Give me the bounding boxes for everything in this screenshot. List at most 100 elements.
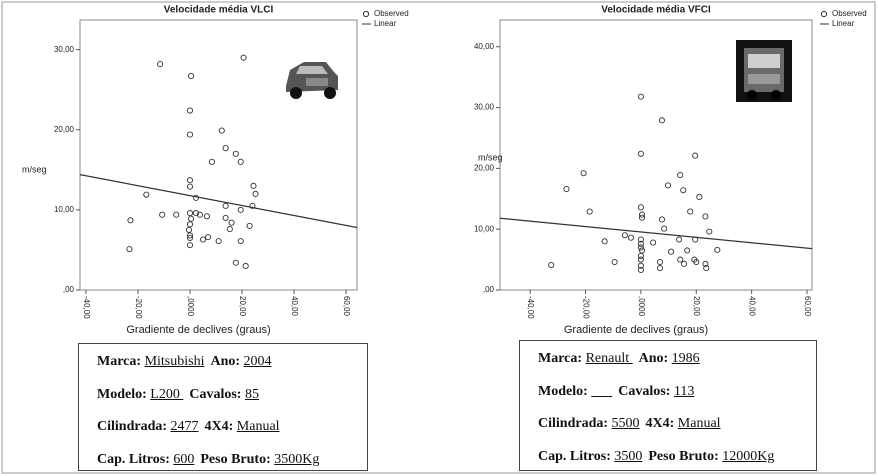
observed-point xyxy=(681,261,686,266)
observed-point xyxy=(187,210,192,215)
spec-label: 4X4: xyxy=(205,419,234,434)
observed-point xyxy=(227,227,232,232)
observed-point xyxy=(186,227,191,232)
spec-value: L200 xyxy=(150,387,183,402)
spec-value: 1986 xyxy=(672,351,700,366)
legend-marker xyxy=(821,11,826,16)
spec-label: Cavalos: xyxy=(618,384,670,399)
observed-point xyxy=(251,183,256,188)
spec-value: 3500Kg xyxy=(274,452,319,467)
observed-point xyxy=(219,128,224,133)
observed-point xyxy=(128,218,133,223)
observed-point xyxy=(188,73,193,78)
spec-value: 85 xyxy=(245,387,259,402)
observed-point xyxy=(223,215,228,220)
x-tick-label: ,0000 xyxy=(637,296,646,317)
chart-title: Velocidade média VLCI xyxy=(164,5,274,16)
spec-label: Modelo: xyxy=(97,387,147,402)
observed-point xyxy=(223,203,228,208)
spec-label: Cap. Litros: xyxy=(97,452,170,467)
observed-point xyxy=(638,151,643,156)
spec-row: Cap. Litros: 600 Peso Bruto: 3500Kg xyxy=(97,448,367,476)
observed-point xyxy=(638,257,643,262)
observed-point xyxy=(638,245,643,250)
y-tick-label: ,00 xyxy=(63,285,75,294)
y-axis-label: m/seg xyxy=(478,152,503,162)
observed-point xyxy=(662,226,667,231)
spec-value: 113 xyxy=(674,384,694,399)
spec-label: Marca: xyxy=(538,351,582,366)
x-tick-label: -40,00 xyxy=(82,296,91,319)
legend-label: Linear xyxy=(832,19,855,28)
spec-label: Peso Bruto: xyxy=(200,452,270,467)
observed-point xyxy=(638,205,643,210)
spec-value: 2477 xyxy=(171,419,199,434)
spec-label: 4X4: xyxy=(646,416,675,431)
observed-point xyxy=(144,192,149,197)
observed-point xyxy=(681,188,686,193)
observed-point xyxy=(668,249,673,254)
observed-point xyxy=(703,214,708,219)
spec-card: Marca: Renault Ano: 1986Modelo: Cavalos:… xyxy=(519,340,817,471)
observed-point xyxy=(657,259,662,264)
x-axis-label: Gradiente de declives (graus) xyxy=(126,324,270,336)
observed-point xyxy=(238,159,243,164)
x-tick-label: -20,00 xyxy=(581,296,590,319)
observed-point xyxy=(229,220,234,225)
observed-point xyxy=(247,223,252,228)
spec-label: Cavalos: xyxy=(189,387,241,402)
observed-point xyxy=(612,259,617,264)
observed-point xyxy=(238,239,243,244)
legend-label: Observed xyxy=(832,9,867,18)
x-tick-label: 60,00 xyxy=(803,296,812,317)
observed-point xyxy=(209,159,214,164)
observed-point xyxy=(622,233,627,238)
observed-point xyxy=(187,108,192,113)
x-tick-label: 20,00 xyxy=(692,296,701,317)
spec-value: Renault xyxy=(586,351,633,366)
observed-point xyxy=(216,239,221,244)
vehicle-picture xyxy=(736,40,792,102)
observed-point xyxy=(685,248,690,253)
spec-label: Peso Bruto: xyxy=(648,449,718,464)
plot-frame xyxy=(80,20,357,290)
spec-value: 600 xyxy=(173,452,194,467)
observed-point xyxy=(158,61,163,66)
y-tick-label: 20,00 xyxy=(54,125,75,134)
spec-row: Modelo: Cavalos: 113 xyxy=(538,380,816,413)
observed-point xyxy=(187,178,192,183)
x-tick-label: 60,00 xyxy=(342,296,351,317)
vehicle-picture xyxy=(286,62,338,99)
y-tick-label: 30,00 xyxy=(474,103,495,112)
observed-point xyxy=(715,247,720,252)
spec-row: Marca: Renault Ano: 1986 xyxy=(538,347,816,380)
observed-point xyxy=(697,194,702,199)
observed-point xyxy=(238,207,243,212)
spec-label: Modelo: xyxy=(538,384,588,399)
fit-line xyxy=(80,175,357,228)
observed-point xyxy=(707,229,712,234)
spec-value: 2004 xyxy=(244,354,272,369)
spec-value: Manual xyxy=(678,416,721,431)
observed-point xyxy=(233,260,238,265)
observed-point xyxy=(587,209,592,214)
x-axis-label: Gradiente de declives (graus) xyxy=(564,324,708,336)
spec-value: 12000Kg xyxy=(722,449,774,464)
observed-point xyxy=(639,248,644,253)
observed-point xyxy=(659,217,664,222)
spec-label: Cap. Litros: xyxy=(538,449,611,464)
observed-point xyxy=(188,216,193,221)
observed-point xyxy=(678,172,683,177)
legend-label: Observed xyxy=(374,9,409,18)
y-tick-label: 30,00 xyxy=(54,45,75,54)
observed-point xyxy=(205,235,210,240)
observed-point xyxy=(677,237,682,242)
observed-point xyxy=(187,132,192,137)
observed-point xyxy=(233,151,238,156)
spec-value: 5500 xyxy=(612,416,640,431)
screenshot: Velocidade média VLCI m/seg Gradiente de d… xyxy=(0,0,878,476)
